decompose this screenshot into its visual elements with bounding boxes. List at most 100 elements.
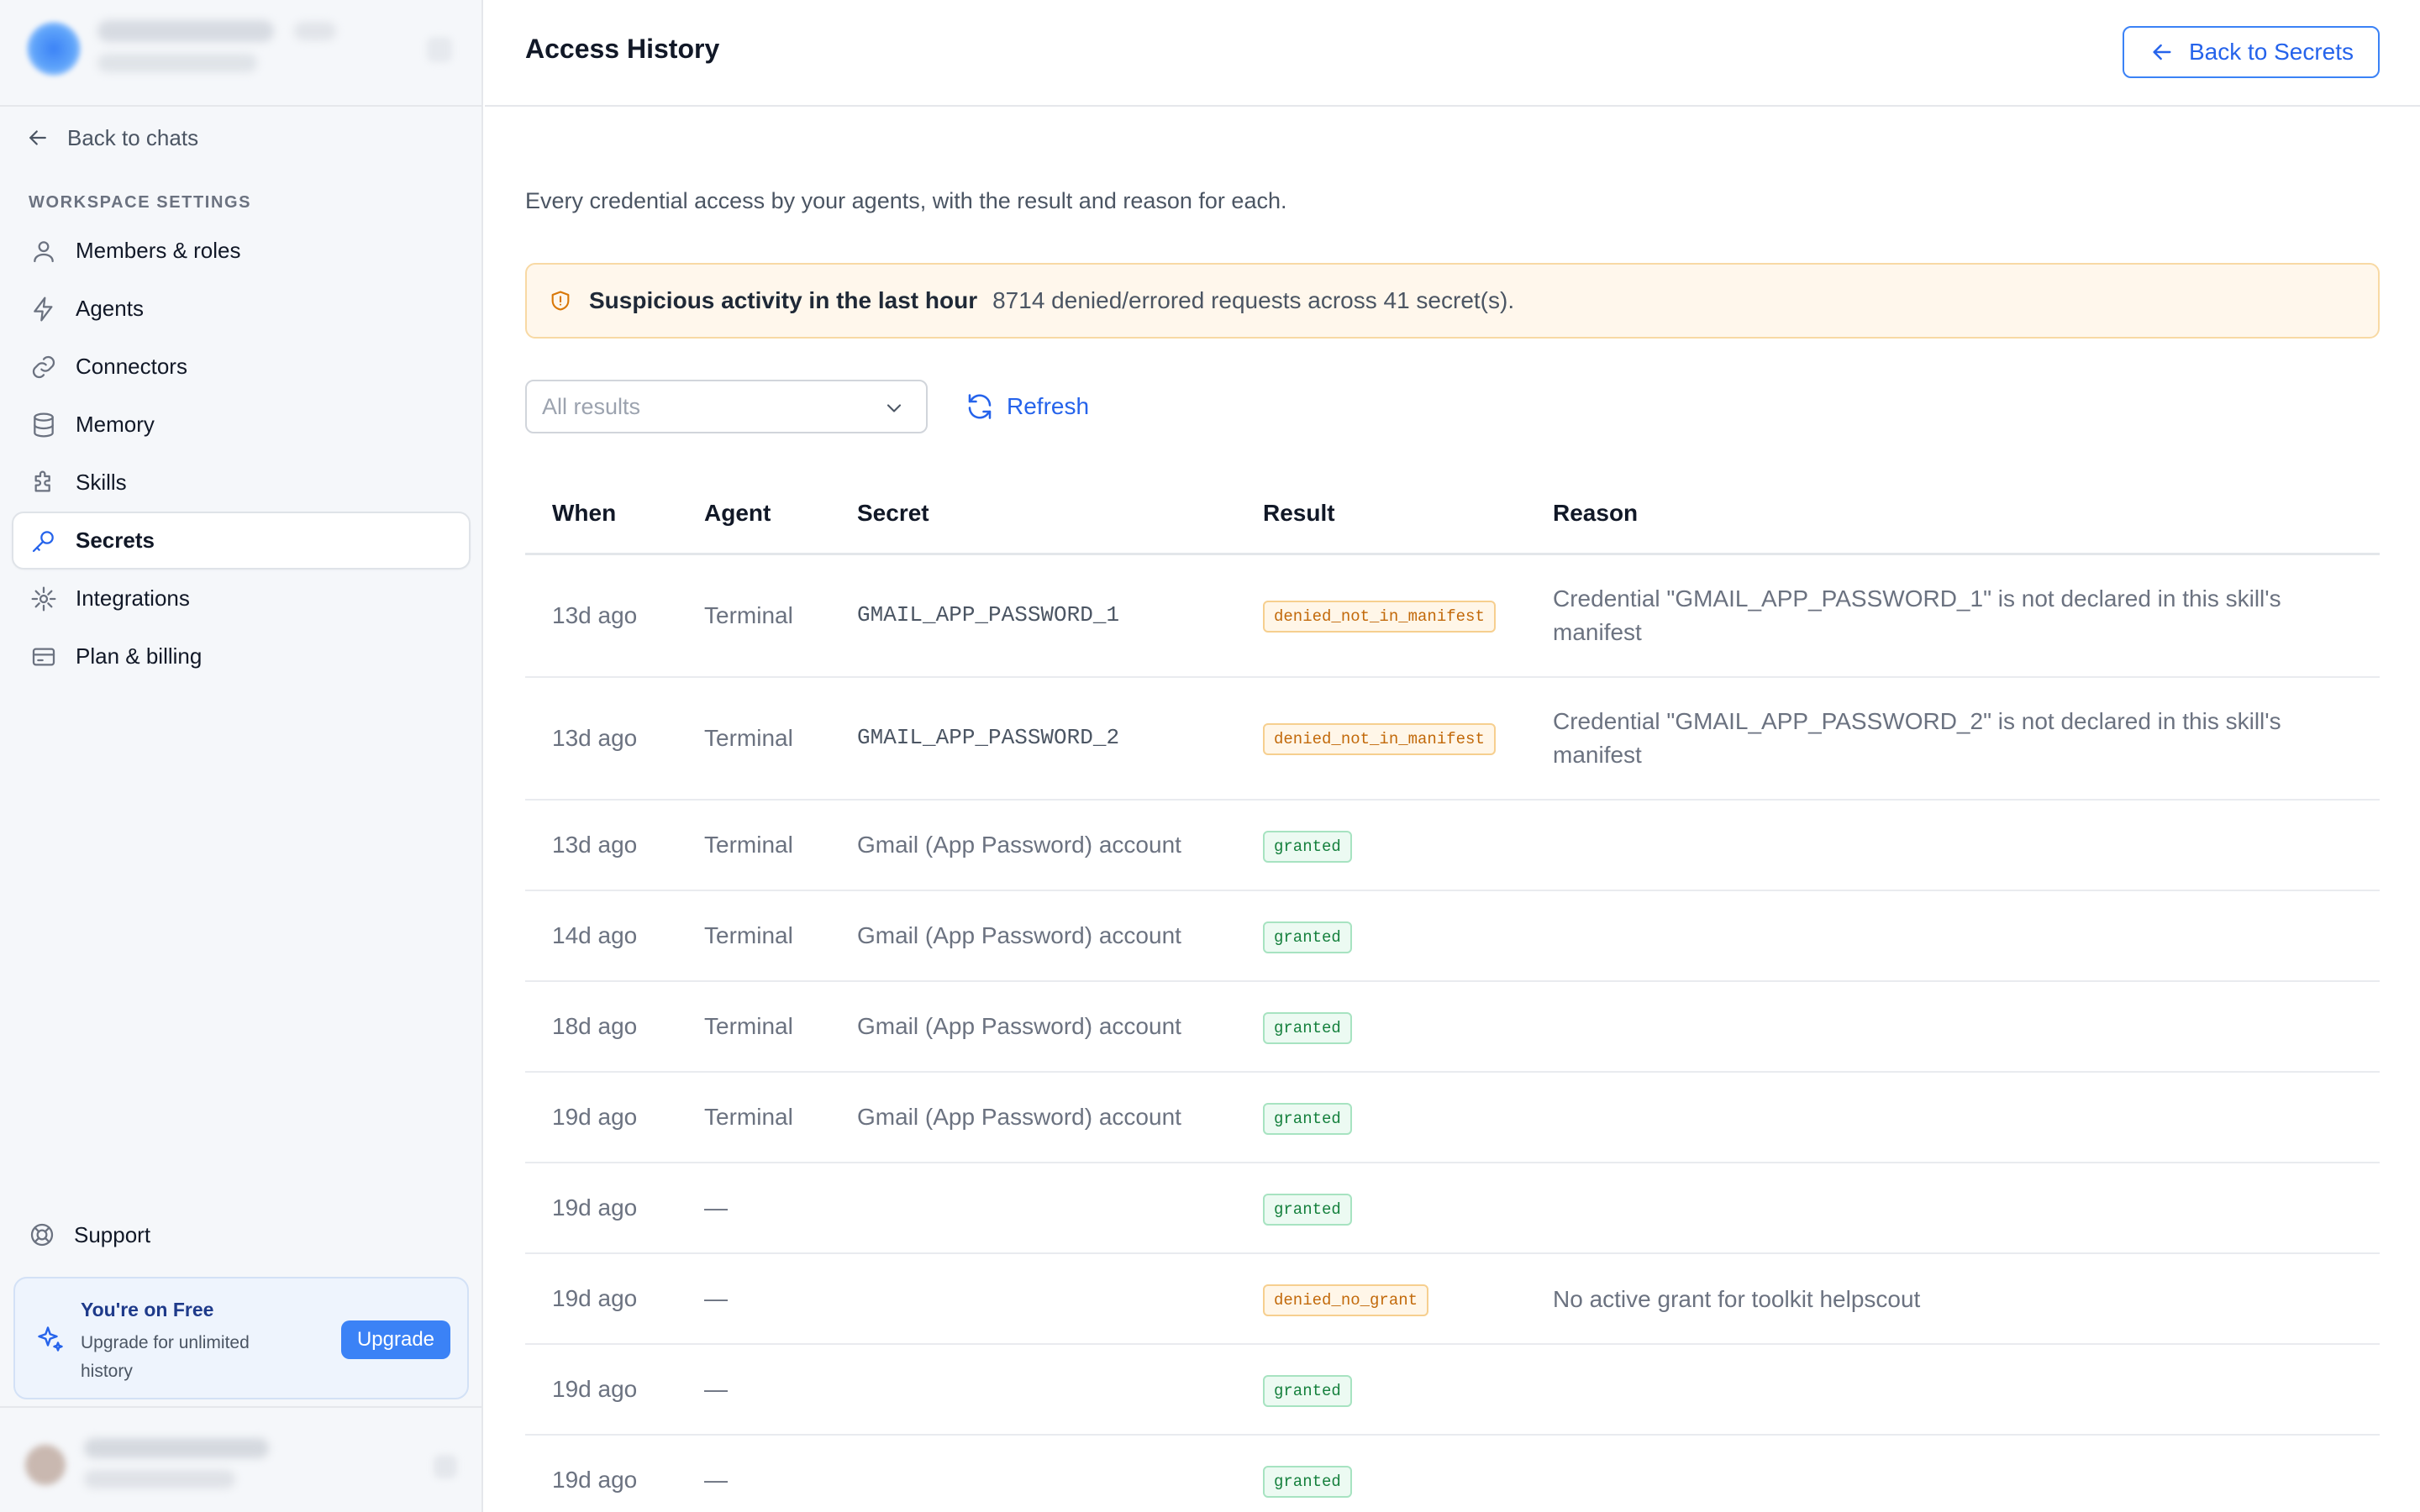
cell-secret: Gmail (App Password) account [857, 922, 1181, 948]
result-filter-value: All results [542, 393, 641, 419]
cell-agent: — [704, 1285, 728, 1311]
cell-when: 14d ago [552, 922, 638, 948]
result-badge: granted [1263, 1194, 1352, 1226]
cell-reason: Credential "GMAIL_APP_PASSWORD_1" is not… [1553, 585, 2281, 645]
upgrade-card: You're on Free Upgrade for unlimited his… [13, 1277, 469, 1399]
cell-when: 19d ago [552, 1194, 638, 1221]
result-badge: granted [1263, 1012, 1352, 1044]
user-icon [34, 240, 54, 262]
cell-when: 19d ago [552, 1376, 638, 1402]
result-badge: granted [1263, 831, 1352, 863]
back-to-chats-label: Back to chats [67, 124, 199, 150]
plug-icon [31, 586, 56, 611]
table-row[interactable]: 19d ago — granted [525, 1345, 2380, 1436]
table-row[interactable]: 19d ago Terminal Gmail (App Password) acco… [525, 1073, 2380, 1163]
cell-secret: GMAIL_APP_PASSWORD_1 [857, 602, 1120, 627]
sidebar-item-label: Members & roles [76, 238, 241, 263]
database-icon [34, 412, 54, 437]
access-history-table: When Agent Secret Result Reason 13d ago T… [525, 476, 2380, 1512]
column-header-agent[interactable]: Agent [704, 500, 771, 526]
sidebar-item-label: Connectors [76, 354, 187, 379]
cell-secret: GMAIL_APP_PASSWORD_2 [857, 725, 1120, 750]
cell-secret: Gmail (App Password) account [857, 1104, 1181, 1130]
cell-agent: Terminal [704, 922, 793, 948]
sidebar-item-secrets[interactable]: Secrets [12, 512, 471, 570]
cell-agent: Terminal [704, 725, 793, 751]
sidebar-item-agents[interactable]: Agents [12, 280, 471, 338]
credit-card-icon [32, 648, 55, 665]
lifebuoy-icon [30, 1223, 54, 1247]
table-row[interactable]: 19d ago — granted [525, 1436, 2380, 1512]
refresh-label: Refresh [1007, 393, 1090, 419]
back-to-secrets-button[interactable]: Back to Secrets [2123, 26, 2380, 78]
cell-agent: Terminal [704, 602, 793, 628]
workspace-avatar [27, 22, 81, 76]
cell-agent: Terminal [704, 1104, 793, 1130]
user-avatar [25, 1445, 66, 1485]
puzzle-icon [34, 470, 50, 491]
user-menu-icon[interactable] [434, 1455, 457, 1478]
link-icon [32, 355, 55, 378]
alert-message: 8714 denied/errored requests across 41 s… [992, 287, 1515, 313]
support-link[interactable]: Support [29, 1216, 150, 1253]
cell-agent: Terminal [704, 832, 793, 858]
cell-when: 19d ago [552, 1104, 638, 1130]
refresh-button[interactable]: Refresh [965, 385, 1089, 428]
column-header-reason[interactable]: Reason [1553, 500, 1639, 526]
plan-subtitle: Upgrade for unlimited history [81, 1333, 250, 1381]
table-row[interactable]: 19d ago — denied_no_grant No active grant f… [525, 1254, 2380, 1345]
sidebar-item-label: Memory [76, 412, 155, 437]
table-row[interactable]: 19d ago — granted [525, 1163, 2380, 1254]
sidebar-item-connectors[interactable]: Connectors [12, 338, 471, 396]
sidebar-item-members[interactable]: Members & roles [12, 222, 471, 280]
column-header-result[interactable]: Result [1263, 500, 1335, 526]
workspace-switcher-icon[interactable] [427, 37, 452, 62]
sparkle-icon [38, 1326, 63, 1352]
table-row[interactable]: 13d ago Terminal Gmail (App Password) acco… [525, 801, 2380, 891]
table-row[interactable]: 13d ago Terminal GMAIL_APP_PASSWORD_2 denie… [525, 678, 2380, 801]
result-badge: granted [1263, 1103, 1352, 1135]
cell-reason: Credential "GMAIL_APP_PASSWORD_2" is not… [1553, 708, 2281, 768]
key-icon [32, 530, 54, 552]
sidebar-item-memory[interactable]: Memory [12, 396, 471, 454]
table-row[interactable]: 13d ago Terminal GMAIL_APP_PASSWORD_1 denie… [525, 555, 2380, 678]
back-to-secrets-label: Back to Secrets [2188, 39, 2354, 65]
sidebar-item-skills[interactable]: Skills [12, 454, 471, 512]
result-filter-select[interactable]: All results [525, 380, 928, 433]
upgrade-button[interactable]: Upgrade [341, 1320, 450, 1359]
cell-reason: No active grant for toolkit helpscout [1553, 1286, 1921, 1312]
settings-nav: Members & roles Agents Connectors Memory… [12, 222, 471, 685]
workspace-name-redacted [97, 20, 274, 42]
table-row[interactable]: 14d ago Terminal Gmail (App Password) acco… [525, 891, 2380, 982]
workspace-header[interactable] [0, 0, 481, 107]
sidebar-item-integrations[interactable]: Integrations [12, 570, 471, 627]
cell-when: 13d ago [552, 602, 638, 628]
sidebar: Back to chats WORKSPACE SETTINGS Members… [0, 0, 483, 1512]
cell-agent: — [704, 1467, 728, 1493]
top-bar: Access History Back to Secrets [485, 0, 2420, 107]
page-title: Access History [525, 34, 720, 64]
workspace-badge-redacted [294, 22, 336, 40]
lightning-icon [34, 297, 53, 321]
arrow-left-icon [2153, 44, 2171, 60]
sidebar-item-label: Secrets [76, 528, 155, 553]
back-to-chats-link[interactable]: Back to chats [25, 119, 198, 156]
cell-secret: Gmail (App Password) account [857, 1013, 1181, 1039]
table-header: When Agent Secret Result Reason [525, 476, 2380, 555]
table-row[interactable]: 18d ago Terminal Gmail (App Password) acco… [525, 982, 2380, 1073]
suspicious-activity-alert: Suspicious activity in the last hour 871… [525, 263, 2380, 339]
sidebar-item-label: Integrations [76, 585, 190, 611]
user-name-redacted [84, 1438, 269, 1458]
user-menu[interactable] [0, 1406, 483, 1512]
table-body: 13d ago Terminal GMAIL_APP_PASSWORD_1 denie… [525, 555, 2380, 1512]
result-badge: granted [1263, 1466, 1352, 1498]
column-header-when[interactable]: When [552, 500, 617, 526]
column-header-secret[interactable]: Secret [857, 500, 929, 526]
result-badge: granted [1263, 921, 1352, 953]
cell-when: 13d ago [552, 725, 638, 751]
plan-title: You're on Free [81, 1299, 214, 1320]
alert-title: Suspicious activity in the last hour [589, 287, 978, 313]
cell-when: 19d ago [552, 1285, 638, 1311]
cell-agent: — [704, 1194, 728, 1221]
sidebar-item-billing[interactable]: Plan & billing [12, 627, 471, 685]
